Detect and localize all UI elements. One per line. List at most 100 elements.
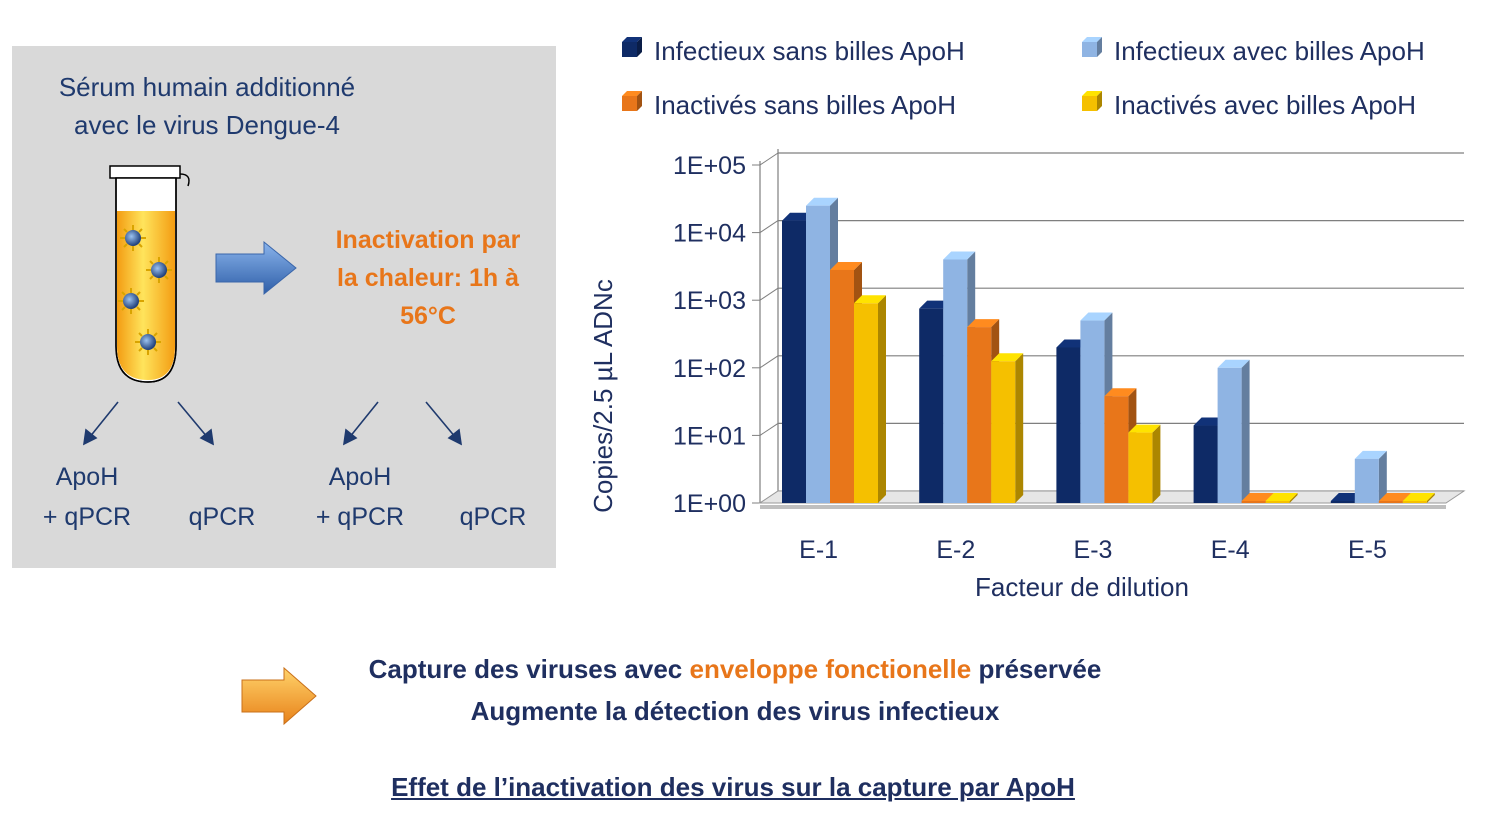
bar-top xyxy=(1128,424,1161,433)
gridline-depth xyxy=(759,220,779,234)
bar-top xyxy=(1104,388,1137,397)
bar xyxy=(1241,501,1266,503)
legend-swatch-top xyxy=(622,37,642,42)
x-axis-label: Facteur de dilution xyxy=(975,572,1189,602)
conclusion-text-after: préservée xyxy=(971,654,1102,684)
method-line-1: ApoH xyxy=(328,463,392,491)
right-arrow-icon xyxy=(215,240,297,296)
conclusion-line-2-text: Augmente la détection des virus infectie… xyxy=(470,696,1000,726)
legend-label: Infectieux sans billes ApoH xyxy=(654,36,965,66)
bar-top xyxy=(1080,312,1113,321)
x-tick-label: E-4 xyxy=(1211,536,1250,564)
legend-swatch xyxy=(1082,42,1097,57)
bar-chart: 1E+00 1E+01 1E+02 1E+03 1E+04 1E+05 E-1 E-2 E-3 E… xyxy=(588,36,1466,602)
method-line-2: + qPCR xyxy=(42,503,132,531)
legend-swatch-top xyxy=(1082,37,1102,42)
bar xyxy=(943,259,968,503)
method-apoh-qpcr-1: ApoH + qPCR xyxy=(12,457,162,537)
method-qpcr-1: qPCR xyxy=(147,457,297,537)
bar-side xyxy=(1426,493,1435,503)
bar-top xyxy=(806,197,838,206)
inactivation-line-1: Inactivation par xyxy=(335,226,521,254)
bar-top xyxy=(1378,493,1411,501)
bar xyxy=(1402,501,1427,503)
bar-side xyxy=(1289,493,1298,503)
legend-swatch-side xyxy=(637,91,642,111)
bar-top xyxy=(991,353,1024,362)
legend-label: Infectieux avec billes ApoH xyxy=(1114,36,1425,66)
bar xyxy=(854,303,878,503)
legend-swatch-top xyxy=(622,91,642,96)
serum-line-1: Sérum humain additionné xyxy=(58,72,356,102)
y-axis-label: Copies/2.5 µL ADNc xyxy=(588,279,618,513)
gridline-depth xyxy=(759,422,779,436)
y-tick-label: 1E+05 xyxy=(673,152,746,180)
bar-top xyxy=(1402,493,1435,501)
method-line-2: qPCR xyxy=(459,503,527,531)
conclusion-arrow-icon xyxy=(241,666,317,726)
bar-top xyxy=(1217,359,1250,368)
bar xyxy=(806,205,830,503)
conclusion-line-1: Capture des viruses avec enveloppe fonct… xyxy=(300,654,1170,685)
method-line-1: ApoH xyxy=(55,463,119,491)
conclusion-line-2: Augmente la détection des virus infectie… xyxy=(300,696,1170,727)
conclusion-text-before: Capture des viruses avec xyxy=(368,654,690,684)
bar xyxy=(1128,432,1153,503)
bar xyxy=(830,269,854,503)
y-tick-label: 1E+04 xyxy=(673,220,746,248)
legend-swatch-side xyxy=(1097,91,1102,111)
inactivation-line-3: 56°C xyxy=(400,302,456,330)
bar xyxy=(1265,501,1290,503)
virus-particles-icon xyxy=(118,225,172,355)
x-tick-label: E-2 xyxy=(936,536,975,564)
method-line-2: qPCR xyxy=(188,503,256,531)
method-apoh-qpcr-2: ApoH + qPCR xyxy=(285,457,435,537)
experiment-panel: Sérum humain additionné avec le virus De… xyxy=(12,46,556,568)
legend-swatch-side xyxy=(637,37,642,57)
x-tick-label: E-5 xyxy=(1348,536,1387,564)
bar-top xyxy=(1354,450,1387,459)
bar xyxy=(1193,425,1218,503)
y-tick-label: 1E+03 xyxy=(673,287,746,315)
bar xyxy=(1104,396,1129,503)
gridline-depth xyxy=(759,152,779,166)
y-tick-label: 1E+00 xyxy=(673,490,746,518)
bar xyxy=(1330,501,1355,503)
bar-top xyxy=(854,295,886,304)
bar xyxy=(967,327,992,503)
method-qpcr-2: qPCR xyxy=(418,457,568,537)
legend-label: Inactivés avec billes ApoH xyxy=(1114,90,1416,120)
method-line-2: + qPCR xyxy=(315,503,405,531)
gridline-depth xyxy=(759,355,779,369)
legend-swatch xyxy=(622,42,637,57)
bar-top xyxy=(1265,493,1298,501)
bar xyxy=(1378,501,1403,503)
inactivation-title: Inactivation par la chaleur: 1h à 56°C xyxy=(308,221,548,335)
bar-side xyxy=(1378,450,1387,503)
bar xyxy=(1354,458,1379,503)
conclusion-highlight: enveloppe fonctionelle xyxy=(689,654,972,684)
legend-swatch xyxy=(622,96,637,111)
gridline-depth xyxy=(759,287,779,301)
panel-graphics xyxy=(82,165,463,446)
bar xyxy=(991,361,1016,503)
legend-swatch-side xyxy=(1097,37,1102,57)
legend-label: Inactivés sans billes ApoH xyxy=(654,90,956,120)
bar-top xyxy=(967,319,1000,328)
footer-title: Effet de l’inactivation des virus sur la… xyxy=(391,772,1075,802)
inactivation-line-2: la chaleur: 1h à xyxy=(336,264,520,292)
bar-side xyxy=(1241,359,1250,503)
x-tick-label: E-3 xyxy=(1074,536,1113,564)
serum-line-2: avec le virus Dengue-4 xyxy=(74,110,340,140)
test-tube-icon xyxy=(109,165,190,383)
legend-swatch-top xyxy=(1082,91,1102,96)
bar-side xyxy=(878,295,886,503)
bar xyxy=(1080,320,1105,503)
branch-arrows-icon xyxy=(82,401,463,446)
bar xyxy=(1217,367,1242,503)
serum-title: Sérum humain additionné avec le virus De… xyxy=(12,68,402,144)
y-tick-label: 1E+01 xyxy=(673,422,746,450)
legend-swatch xyxy=(1082,96,1097,111)
x-tick-label: E-1 xyxy=(799,536,838,564)
bar-side xyxy=(1152,424,1161,503)
